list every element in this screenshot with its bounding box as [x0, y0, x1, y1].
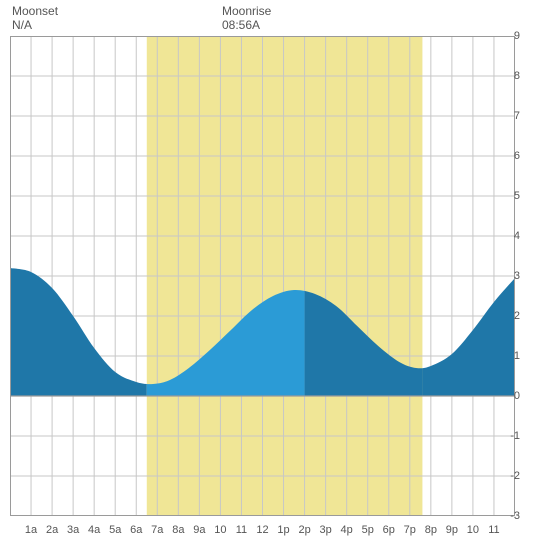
y-tick-label: 9 [500, 30, 520, 42]
y-tick-label: 4 [500, 230, 520, 242]
x-tick-label: 12 [256, 524, 268, 536]
y-tick-label: 8 [500, 70, 520, 82]
x-tick-label: 1p [277, 524, 289, 536]
x-tick-label: 10 [214, 524, 226, 536]
x-tick-label: 7p [404, 524, 416, 536]
x-tick-label: 10 [467, 524, 479, 536]
y-tick-label: -2 [500, 470, 520, 482]
y-tick-label: 0 [500, 390, 520, 402]
x-tick-label: 9p [446, 524, 458, 536]
y-tick-label: 3 [500, 270, 520, 282]
y-tick-label: 7 [500, 110, 520, 122]
x-tick-label: 9a [193, 524, 205, 536]
moonset-label: Moonset [12, 4, 58, 18]
x-tick-label: 2a [46, 524, 58, 536]
x-tick-label: 4p [341, 524, 353, 536]
x-tick-label: 2p [298, 524, 310, 536]
x-tick-label: 5a [109, 524, 121, 536]
plot-area [10, 36, 515, 516]
moonrise-value: 08:56A [222, 18, 271, 32]
x-tick-label: 6p [383, 524, 395, 536]
x-tick-label: 8p [425, 524, 437, 536]
x-tick-label: 4a [88, 524, 100, 536]
x-tick-label: 3a [67, 524, 79, 536]
y-tick-label: 5 [500, 190, 520, 202]
y-tick-label: 6 [500, 150, 520, 162]
y-tick-label: -1 [500, 430, 520, 442]
x-tick-label: 8a [172, 524, 184, 536]
x-tick-label: 1a [25, 524, 37, 536]
x-tick-label: 3p [320, 524, 332, 536]
tide-chart: Moonset N/A Moonrise 08:56A 1a 2a 3a 4a 5a 6a… [0, 0, 550, 550]
y-tick-label: -3 [500, 510, 520, 522]
x-tick-label: 7a [151, 524, 163, 536]
moonrise-label: Moonrise [222, 4, 271, 18]
x-tick-label: 5p [362, 524, 374, 536]
x-tick-label: 11 [488, 524, 499, 536]
moonset-block: Moonset N/A [12, 4, 58, 32]
moonset-value: N/A [12, 18, 58, 32]
x-tick-label: 6a [130, 524, 142, 536]
x-tick-label: 11 [236, 524, 247, 536]
y-tick-label: 1 [500, 350, 520, 362]
y-tick-label: 2 [500, 310, 520, 322]
moonrise-block: Moonrise 08:56A [222, 4, 271, 32]
